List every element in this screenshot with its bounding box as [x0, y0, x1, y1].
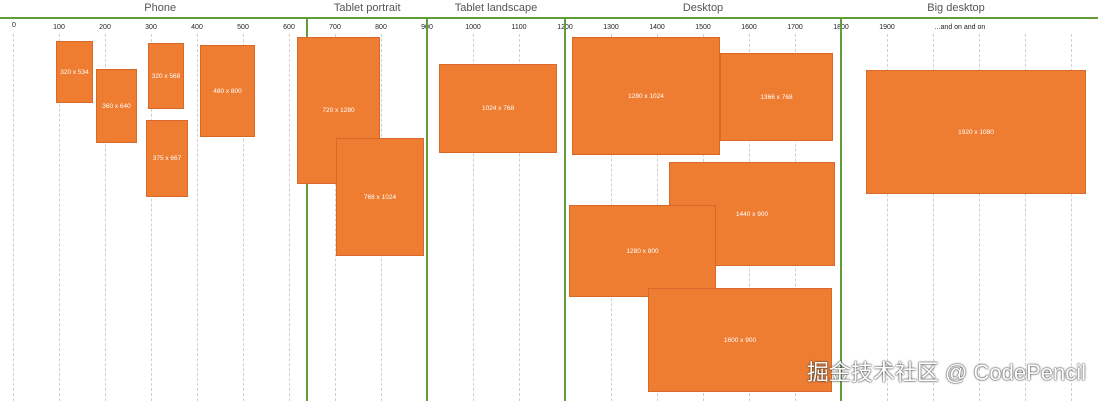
tick-label: 1700: [787, 24, 803, 31]
tick-line: [197, 34, 198, 401]
tick-label: 1900: [879, 24, 895, 31]
tick-label: ...and on and on: [934, 24, 986, 31]
tick-line: [473, 34, 474, 401]
resolution-label: 320 x 568: [151, 72, 181, 80]
resolution-box: 1280 x 800: [569, 205, 716, 297]
resolution-label: 1920 x 1080: [958, 128, 994, 136]
resolution-box: 320 x 534: [56, 41, 93, 103]
resolution-box: 1280 x 1024: [572, 37, 720, 155]
resolution-label: 1280 x 1024: [628, 92, 664, 100]
tick-label: 400: [191, 24, 203, 31]
category-label: Tablet landscape: [454, 2, 538, 14]
tick-line: [979, 34, 980, 401]
resolution-label: 768 x 1024: [363, 193, 397, 201]
category-label: Tablet portrait: [333, 2, 401, 14]
tick-line: [243, 34, 244, 401]
tick-line: [105, 34, 106, 401]
resolution-label: 1366 x 768: [760, 93, 793, 101]
category-divider: [564, 17, 566, 401]
tick-label: 0: [12, 22, 16, 29]
tick-line: [887, 34, 888, 401]
resolution-box: 480 x 800: [200, 45, 255, 137]
tick-label: 100: [53, 24, 65, 31]
tick-label: 1500: [695, 24, 711, 31]
resolution-label: 1280 x 800: [626, 247, 659, 255]
resolution-label: 720 x 1280: [322, 107, 355, 114]
resolution-label: 480 x 800: [213, 87, 242, 95]
resolution-box: 320 x 568: [148, 43, 184, 109]
category-label: Desktop: [682, 2, 724, 14]
category-top-line: [0, 17, 1098, 19]
resolution-label: 1440 x 900: [735, 210, 769, 218]
resolution-box: 768 x 1024: [336, 138, 424, 256]
watermark: 掘金技术社区 @ CodePencil: [806, 360, 1086, 385]
tick-line: [1071, 34, 1072, 401]
resolution-label: 375 x 667: [152, 155, 182, 162]
tick-label: 800: [375, 24, 387, 31]
tick-line: [1025, 34, 1026, 401]
resolution-box: 360 x 640: [96, 69, 137, 143]
resolution-label: 360 x 640: [102, 102, 131, 110]
tick-label: 600: [283, 24, 295, 31]
resolution-label: 1600 x 900: [723, 336, 757, 344]
category-divider: [426, 17, 428, 401]
tick-label: 1600: [741, 24, 757, 31]
tick-line: [335, 34, 336, 401]
resolution-box: 1920 x 1080: [866, 70, 1086, 194]
resolution-box: 1024 x 768: [439, 64, 557, 153]
resolution-box: 1366 x 768: [720, 53, 833, 141]
resolution-box: 375 x 667: [146, 120, 188, 197]
tick-line: [59, 34, 60, 401]
resolution-label: 1024 x 768: [481, 105, 515, 112]
tick-label: 200: [99, 24, 111, 31]
tick-line: [289, 34, 290, 401]
tick-label: 1100: [511, 24, 527, 31]
tick-label: 1400: [649, 24, 665, 31]
tick-line: [519, 34, 520, 401]
tick-label: 700: [329, 24, 341, 31]
tick-label: 1300: [603, 24, 619, 31]
tick-label: 300: [145, 24, 157, 31]
resolution-label: 320 x 534: [60, 68, 89, 76]
tick-line: [151, 34, 152, 401]
tick-label: 1000: [465, 24, 481, 31]
tick-line: [933, 34, 934, 401]
resolution-box: 1600 x 900: [648, 288, 832, 392]
tick-line: [13, 34, 14, 401]
tick-label: 500: [237, 24, 249, 31]
category-divider: [840, 17, 842, 401]
category-label: Big desktop: [927, 2, 985, 14]
category-label: Phone: [144, 2, 177, 14]
category-divider: [306, 17, 309, 401]
